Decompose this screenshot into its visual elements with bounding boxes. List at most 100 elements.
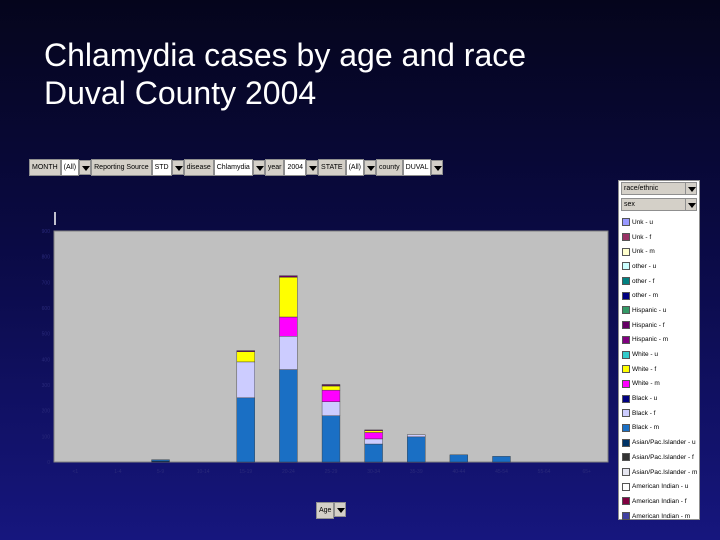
chevron-down-icon[interactable] — [306, 160, 319, 175]
chevron-down-icon[interactable] — [171, 160, 184, 175]
x-tick-label: 55-64 — [538, 469, 551, 475]
legend-swatch — [622, 233, 630, 242]
bar-segment — [151, 459, 170, 462]
legend-item: Asian/Pac.Islander - f — [622, 450, 700, 465]
x-tick-label: 1-4 — [114, 469, 121, 475]
legend-label: other - f — [632, 277, 655, 285]
filter-value[interactable]: (All) — [60, 159, 80, 176]
legend-swatch — [622, 335, 630, 344]
x-tick-label: 20-24 — [282, 469, 295, 475]
legend-swatch — [622, 482, 630, 491]
race-ethnic-selector[interactable]: race/ethnic — [621, 182, 697, 195]
legend-item: White - f — [622, 362, 700, 377]
legend-swatch — [622, 277, 630, 286]
legend-swatch — [622, 468, 630, 477]
legend-label: other - u — [632, 262, 657, 270]
bar-segment — [279, 336, 298, 370]
legend-item: Hispanic - f — [622, 318, 700, 333]
title-line-1: Chlamydia cases by age and race — [44, 37, 527, 73]
filter-value[interactable]: STD — [151, 159, 172, 176]
bar-segment — [236, 361, 255, 399]
filter-reporting-source[interactable]: Reporting Source STD — [91, 159, 184, 176]
legend-item: American Indian - u — [622, 479, 700, 494]
bar-segment — [236, 351, 255, 363]
y-tick-label: 300 — [42, 383, 51, 389]
legend-label: Unk - m — [632, 248, 655, 256]
bar-segment — [279, 316, 298, 337]
legend-swatch — [622, 218, 630, 227]
bar-segment — [279, 276, 298, 318]
filter-county[interactable]: county DUVAL — [376, 159, 444, 176]
chevron-down-icon[interactable] — [334, 502, 347, 517]
legend-swatch — [622, 497, 630, 506]
chevron-down-icon[interactable] — [685, 182, 697, 195]
filter-value[interactable]: Chlamydia — [213, 159, 253, 176]
x-tick-label: 30-34 — [367, 469, 380, 475]
legend-label: American Indian - f — [632, 497, 687, 505]
age-field-button[interactable]: Age — [316, 502, 347, 519]
legend-label: Asian/Pac.Islander - m — [632, 468, 698, 476]
filter-label: county — [376, 159, 403, 176]
legend-swatch — [622, 306, 630, 315]
x-tick-label: 25-29 — [325, 469, 338, 475]
filter-value[interactable]: DUVAL — [402, 159, 432, 176]
filter-state[interactable]: STATE (All) — [318, 159, 377, 176]
legend-items: Unk - u Unk - f Unk - m other - u other - f o… — [622, 215, 700, 523]
x-tick-label: <1 — [72, 469, 78, 475]
legend-swatch — [622, 512, 630, 521]
filter-label: STATE — [318, 159, 346, 176]
sex-selector[interactable]: sex — [621, 198, 697, 211]
filter-month[interactable]: MONTH (All) — [29, 159, 92, 176]
bar-segment — [449, 454, 468, 463]
filter-value[interactable]: (All) — [345, 159, 365, 176]
legend-item: White - m — [622, 377, 700, 392]
legend-label: Asian/Pac.Islander - u — [632, 439, 696, 447]
legend-swatch — [622, 409, 630, 418]
legend-label: Hispanic - u — [632, 306, 667, 314]
stacked-bar-chart: 0 100 200 300 400 500 600 700 800 900 <1 1-4 5-9 10-1… — [42, 212, 609, 475]
filter-value[interactable]: 2004 — [284, 159, 307, 176]
chevron-down-icon[interactable] — [79, 160, 92, 175]
bar-segment — [321, 415, 341, 463]
legend-label: Hispanic - f — [632, 321, 665, 329]
legend-label: Unk - u — [632, 218, 653, 226]
bar-segment — [279, 275, 298, 278]
legend-item: Black - u — [622, 391, 700, 406]
chevron-down-icon[interactable] — [431, 160, 444, 175]
legend-swatch — [622, 394, 630, 403]
filter-label: Reporting Source — [91, 159, 152, 176]
y-tick-label: 800 — [42, 255, 51, 261]
legend-label: American Indian - u — [632, 483, 689, 491]
chevron-down-icon[interactable] — [252, 160, 265, 175]
slide-title: Chlamydia cases by age and race Duval Co… — [44, 36, 684, 112]
filter-disease[interactable]: disease Chlamydia — [183, 159, 265, 176]
legend-item: Hispanic - u — [622, 303, 700, 318]
filter-year[interactable]: year 2004 — [264, 159, 319, 176]
chevron-down-icon[interactable] — [685, 198, 697, 211]
y-tick-label: 0 — [47, 460, 50, 466]
legend-swatch — [622, 321, 630, 330]
legend-swatch — [622, 365, 630, 374]
legend-label: other - m — [632, 292, 659, 300]
legend-swatch — [622, 453, 630, 462]
legend-item: Unk - m — [622, 244, 700, 259]
legend-label: Hispanic - m — [632, 336, 669, 344]
bar-segment — [236, 397, 255, 463]
legend-label: White - m — [632, 380, 660, 388]
legend-item: Black - m — [622, 421, 700, 436]
legend-item: other - u — [622, 259, 700, 274]
bar-segment — [321, 384, 341, 386]
x-tick-label: 40-44 — [452, 469, 465, 475]
bar-segment — [407, 436, 426, 463]
legend-swatch — [622, 291, 630, 300]
bar-segment — [364, 438, 383, 445]
legend-item: White - u — [622, 347, 700, 362]
chevron-down-icon[interactable] — [364, 160, 377, 175]
legend-swatch — [622, 247, 630, 256]
legend-label: Asian/Pac.Islander - f — [632, 453, 694, 461]
age-field-label: Age — [316, 502, 335, 519]
legend-item: American Indian - m — [622, 509, 700, 524]
bar-segment — [321, 385, 341, 391]
bar-segment — [364, 443, 383, 463]
legend-item: Asian/Pac.Islander - u — [622, 435, 700, 450]
